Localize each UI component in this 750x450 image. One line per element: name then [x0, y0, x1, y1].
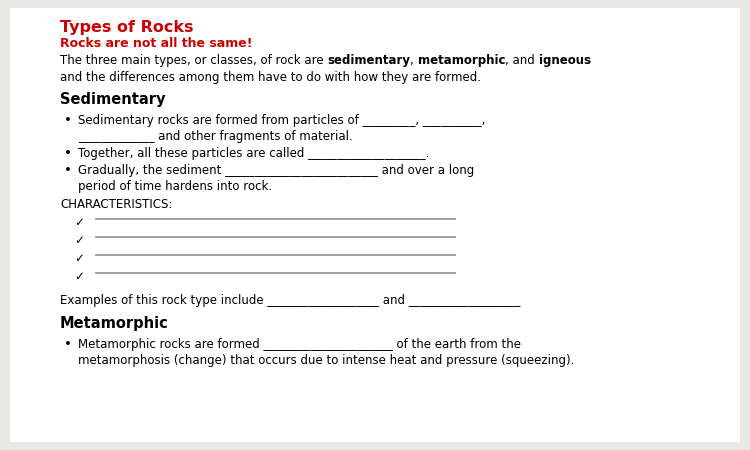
Text: Examples of this rock type include ___________________ and ___________________: Examples of this rock type include _____…	[60, 294, 520, 307]
Text: Gradually, the sediment __________________________ and over a long: Gradually, the sediment ________________…	[78, 164, 474, 177]
Text: •: •	[64, 114, 72, 127]
Text: ✓: ✓	[74, 270, 84, 283]
Text: Rocks are not all the same!: Rocks are not all the same!	[60, 37, 253, 50]
Text: metamorphic: metamorphic	[418, 54, 506, 67]
Text: •: •	[64, 164, 72, 177]
Text: Sedimentary: Sedimentary	[60, 92, 166, 107]
Text: •: •	[64, 338, 72, 351]
Text: sedimentary: sedimentary	[327, 54, 410, 67]
Text: Metamorphic: Metamorphic	[60, 316, 169, 331]
Text: Types of Rocks: Types of Rocks	[60, 20, 194, 35]
Text: Together, all these particles are called ____________________.: Together, all these particles are called…	[78, 147, 429, 160]
Text: •: •	[64, 147, 72, 160]
Text: ✓: ✓	[74, 216, 84, 229]
Text: Metamorphic rocks are formed ______________________ of the earth from the: Metamorphic rocks are formed ___________…	[78, 338, 521, 351]
Text: igneous: igneous	[538, 54, 591, 67]
Text: ,: ,	[410, 54, 418, 67]
Text: ✓: ✓	[74, 234, 84, 247]
Text: ✓: ✓	[74, 252, 84, 265]
Text: metamorphosis (change) that occurs due to intense heat and pressure (squeezing).: metamorphosis (change) that occurs due t…	[78, 354, 574, 367]
Text: CHARACTERISTICS:: CHARACTERISTICS:	[60, 198, 172, 211]
Text: Sedimentary rocks are formed from particles of _________, __________,: Sedimentary rocks are formed from partic…	[78, 114, 485, 127]
Text: , and: , and	[506, 54, 538, 67]
Text: and the differences among them have to do with how they are formed.: and the differences among them have to d…	[60, 71, 481, 84]
Text: _____________ and other fragments of material.: _____________ and other fragments of mat…	[78, 130, 352, 143]
Text: period of time hardens into rock.: period of time hardens into rock.	[78, 180, 272, 193]
Text: The three main types, or classes, of rock are: The three main types, or classes, of roc…	[60, 54, 327, 67]
